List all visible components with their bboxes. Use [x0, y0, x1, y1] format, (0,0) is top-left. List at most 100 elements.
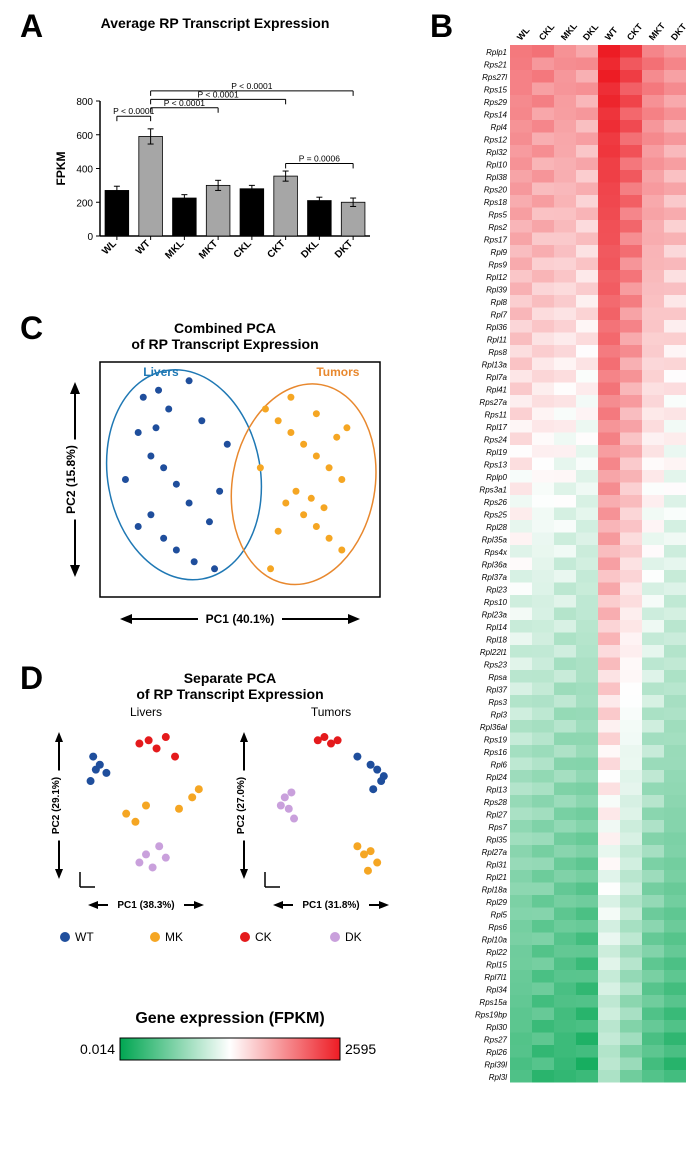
svg-text:Rps24: Rps24: [484, 436, 508, 445]
panel-d-title: Separate PCA of RP Transcript Expression: [45, 670, 415, 702]
svg-text:Rpl29: Rpl29: [486, 898, 507, 907]
svg-text:Rplp1: Rplp1: [486, 48, 507, 57]
svg-text:Rps2: Rps2: [488, 223, 507, 232]
svg-text:Rpl36al: Rpl36al: [480, 723, 507, 732]
svg-text:Rps3a1: Rps3a1: [479, 486, 507, 495]
svg-text:Rpl18: Rpl18: [486, 636, 507, 645]
svg-text:Rps3: Rps3: [488, 698, 507, 707]
svg-text:200: 200: [76, 198, 93, 209]
panel-c-label: C: [20, 310, 43, 347]
panel-b-label: B: [430, 8, 453, 45]
svg-text:Rpl3l: Rpl3l: [489, 1073, 507, 1082]
svg-text:Rps20: Rps20: [484, 186, 508, 195]
svg-text:MKL: MKL: [163, 238, 186, 261]
svg-text:MKL: MKL: [559, 21, 580, 43]
svg-text:Rpl7: Rpl7: [491, 311, 508, 320]
svg-text:Rpl7a: Rpl7a: [486, 373, 507, 382]
svg-text:Rpl27: Rpl27: [486, 811, 507, 820]
svg-text:CKT: CKT: [265, 238, 287, 260]
svg-text:Rpl23: Rpl23: [486, 586, 507, 595]
svg-text:Rpl21: Rpl21: [486, 873, 507, 882]
svg-text:Rps15: Rps15: [484, 86, 508, 95]
svg-text:Rpl23a: Rpl23a: [482, 611, 508, 620]
svg-text:Rpl11: Rpl11: [487, 336, 507, 345]
svg-text:Livers: Livers: [143, 365, 179, 379]
svg-text:Rpl31: Rpl31: [486, 861, 507, 870]
svg-text:Rps4x: Rps4x: [484, 548, 508, 557]
svg-text:Rpl37a: Rpl37a: [482, 573, 508, 582]
svg-text:DKL: DKL: [299, 238, 321, 260]
svg-text:DKL: DKL: [581, 21, 601, 42]
svg-text:Rps15a: Rps15a: [479, 998, 507, 1007]
svg-text:WT: WT: [134, 238, 153, 257]
svg-text:Rpl34: Rpl34: [486, 986, 507, 995]
panel-d-right-scatter: Tumors PC1 (31.8%) PC2 (27.0%): [230, 702, 405, 922]
svg-text:400: 400: [76, 165, 93, 176]
svg-text:Rpl17: Rpl17: [486, 423, 507, 432]
svg-text:Rpl13: Rpl13: [486, 786, 507, 795]
svg-text:Rps25: Rps25: [484, 511, 508, 520]
svg-text:2595: 2595: [345, 1041, 376, 1057]
svg-text:Rpl4: Rpl4: [491, 123, 508, 132]
svg-text:Rpl32: Rpl32: [486, 148, 507, 157]
svg-text:Rpl41: Rpl41: [486, 386, 507, 395]
svg-text:FPKM: FPKM: [54, 152, 68, 186]
svg-text:Rps13: Rps13: [484, 461, 508, 470]
svg-text:Rpl36a: Rpl36a: [482, 561, 508, 570]
svg-text:600: 600: [76, 131, 93, 142]
svg-text:Tumors: Tumors: [316, 365, 359, 379]
svg-text:Rpl8: Rpl8: [491, 298, 508, 307]
svg-text:Rpl38: Rpl38: [486, 173, 507, 182]
svg-text:Rpl27a: Rpl27a: [482, 848, 508, 857]
svg-text:Rpl10: Rpl10: [486, 161, 507, 170]
svg-text:Rps23: Rps23: [484, 661, 508, 670]
svg-text:MK: MK: [165, 930, 183, 944]
svg-text:Rpl24: Rpl24: [486, 773, 507, 782]
svg-text:PC2 (27.0%): PC2 (27.0%): [236, 777, 247, 834]
svg-text:CKL: CKL: [537, 21, 557, 42]
panel-c-scatter: LiversTumorsPC1 (40.1%)PC1 (40.1%)PC2 (1…: [55, 352, 395, 632]
svg-text:Rpl5: Rpl5: [491, 911, 508, 920]
svg-text:PC2 (15.8%): PC2 (15.8%): [64, 445, 78, 514]
svg-text:Rpl10a: Rpl10a: [482, 936, 508, 945]
colorbar: 0.0142595: [60, 1028, 400, 1078]
panel-a-container: Average RP Transcript Expression 0200400…: [50, 15, 380, 291]
colorbar-title: Gene expression (FPKM): [60, 1010, 400, 1028]
svg-text:Rpl37: Rpl37: [486, 686, 507, 695]
svg-text:CK: CK: [255, 930, 272, 944]
svg-text:Rpl6: Rpl6: [491, 761, 508, 770]
svg-text:Rps26: Rps26: [484, 498, 508, 507]
panel-b-heatmap: WLCKLMKLDKLWTCKTMKTDKTRplp1Rps21Rps27lRp…: [455, 15, 695, 1095]
svg-text:MKT: MKT: [647, 21, 668, 43]
svg-text:Rpl35a: Rpl35a: [482, 536, 508, 545]
svg-text:Rpl15: Rpl15: [486, 961, 507, 970]
svg-text:Rps21: Rps21: [484, 61, 507, 70]
svg-text:Rpl28: Rpl28: [486, 523, 507, 532]
svg-text:Rpl36: Rpl36: [486, 323, 507, 332]
panel-c-container: Combined PCA of RP Transcript Expression…: [55, 320, 395, 632]
svg-text:Rpl18a: Rpl18a: [482, 886, 508, 895]
panel-a-label: A: [20, 8, 43, 45]
svg-text:CKL: CKL: [232, 238, 254, 260]
panel-d-left-scatter: Livers PC1 (38.3%) PC2 (29.1%): [45, 702, 220, 922]
svg-text:Tumors: Tumors: [311, 705, 351, 719]
svg-text:Rpl7l1: Rpl7l1: [484, 973, 507, 982]
svg-text:Rps11: Rps11: [484, 411, 507, 420]
svg-text:MKT: MKT: [197, 238, 220, 261]
panel-d-container: Separate PCA of RP Transcript Expression…: [45, 670, 415, 952]
svg-text:PC2 (29.1%): PC2 (29.1%): [51, 777, 62, 834]
svg-text:PC1 (31.8%): PC1 (31.8%): [302, 900, 359, 911]
svg-text:Rps27: Rps27: [484, 1036, 508, 1045]
svg-text:Rps18: Rps18: [484, 198, 508, 207]
svg-text:Rpl3: Rpl3: [491, 711, 508, 720]
svg-text:Rps6: Rps6: [488, 923, 507, 932]
svg-text:Rps16: Rps16: [484, 748, 508, 757]
svg-text:PC1 (38.3%): PC1 (38.3%): [117, 900, 174, 911]
svg-text:Livers: Livers: [130, 705, 162, 719]
svg-text:Rps27l: Rps27l: [482, 73, 507, 82]
svg-text:Rpl12: Rpl12: [486, 273, 507, 282]
svg-text:Rpl26: Rpl26: [486, 1048, 507, 1057]
svg-text:800: 800: [76, 97, 93, 108]
svg-text:Rpl30: Rpl30: [486, 1023, 507, 1032]
svg-text:Rps29: Rps29: [484, 98, 508, 107]
